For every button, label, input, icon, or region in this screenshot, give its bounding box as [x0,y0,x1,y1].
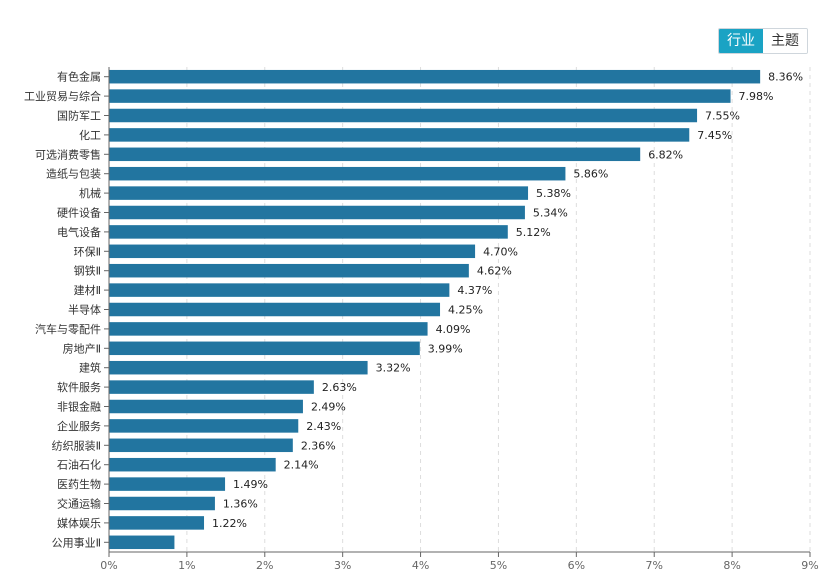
theme-toggle-button[interactable]: 主题 [763,29,807,53]
industry-theme-toggle: 行业 主题 [718,28,808,54]
value-label: 6.82% [648,148,683,161]
category-label: 建材Ⅱ [74,283,101,297]
value-label: 2.43% [306,420,341,433]
x-tick-label: 4% [412,559,429,572]
bar [109,166,566,181]
value-label: 4.37% [457,284,492,297]
bar [109,108,698,123]
category-label: 企业服务 [57,419,101,433]
bar [109,128,690,142]
value-label: 4.62% [477,265,512,278]
category-label: 建筑 [79,361,101,375]
value-label: 2.49% [311,401,346,414]
value-label: 3.99% [428,342,463,355]
label-layer: 有色金属 8.36% 工业贸易与综合 7.98% 国防军工 7.55% 化工 7.45% 可选消… [24,70,803,550]
value-label: 1.36% [223,498,258,511]
category-label: 化工 [79,128,101,142]
category-label: 造纸与包装 [46,167,101,181]
axis-layer: 0% 1% 2% 3% 4% 5% 6% 7% 8% 9% [100,67,819,572]
value-label: 4.09% [436,323,471,336]
value-label: 5.86% [573,168,608,181]
bar [109,263,469,278]
category-label: 石油石化 [57,458,101,472]
bar [109,516,205,530]
x-tick-label: 0% [100,559,117,572]
industry-toggle-button[interactable]: 行业 [719,29,763,53]
value-label: 7.45% [697,129,732,142]
x-tick-label: 7% [645,559,662,572]
bar [109,535,175,550]
category-label: 硬件设备 [57,206,101,220]
category-label: 医药生物 [57,477,101,491]
bar [109,283,450,297]
bar [109,205,525,220]
category-label: 机械 [79,186,101,200]
category-label: 媒体娱乐 [57,516,101,530]
bar [109,360,368,375]
x-tick-label: 3% [334,559,351,572]
value-label: 4.70% [483,245,518,258]
bar [109,69,761,84]
category-label: 可选消费零售 [35,147,101,161]
value-label: 5.12% [516,226,551,239]
category-label: 钢铁Ⅱ [74,265,101,278]
x-tick-label: 6% [568,559,585,572]
category-label: 电气设备 [57,225,101,239]
x-tick-label: 9% [801,559,818,572]
x-tick-label: 8% [723,559,740,572]
category-label: 有色金属 [57,70,101,84]
bar [109,244,476,259]
category-label: 软件服务 [57,380,101,394]
value-label: 2.63% [322,381,357,394]
bar [109,186,529,200]
value-label: 7.98% [739,90,774,103]
value-label: 8.36% [768,71,803,84]
category-label: 交通运输 [57,497,101,511]
bar [109,341,420,356]
value-label: 2.14% [284,459,319,472]
category-label: 非银金融 [57,400,101,414]
value-label: 1.49% [233,478,268,491]
bar [109,419,299,433]
category-label: 工业贸易与综合 [24,89,101,103]
category-label: 环保Ⅱ [74,244,101,258]
value-label: 5.34% [533,207,568,220]
bar [109,147,641,162]
category-label: 国防军工 [57,109,101,123]
value-label: 1.22% [212,517,247,530]
category-label: 半导体 [68,303,101,317]
category-label: 公用事业Ⅱ [52,536,101,549]
bar [109,496,215,511]
bar [109,457,276,472]
bar [109,477,226,491]
category-label: 汽车与零配件 [35,322,101,336]
value-label: 5.38% [536,187,571,200]
x-tick-label: 2% [256,559,273,572]
bar [109,380,314,394]
category-label: 房地产Ⅱ [63,341,101,355]
value-label: 2.36% [301,439,336,452]
bar [109,302,441,317]
x-tick-label: 1% [178,559,195,572]
bar [109,89,731,103]
category-label: 纺织服装Ⅱ [52,438,101,452]
bar-layer [109,69,761,550]
bar [109,225,508,239]
bar [109,438,293,453]
bar [109,399,303,414]
value-label: 3.32% [376,362,411,375]
x-tick-label: 5% [490,559,507,572]
bar [109,322,428,336]
value-label: 4.25% [448,304,483,317]
value-label: 7.55% [705,110,740,123]
